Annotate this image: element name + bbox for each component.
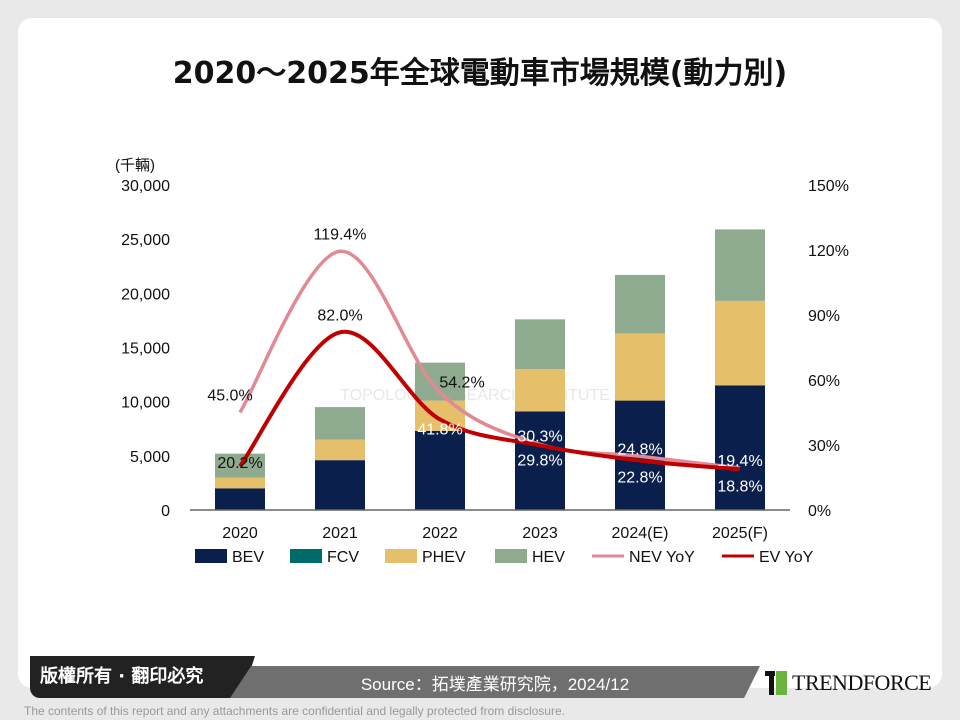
ev-yoy-label: 29.8% [517, 452, 562, 469]
line-nev-yoy [238, 249, 741, 470]
nev-yoy-label: 54.2% [439, 375, 484, 392]
bar-hev [515, 319, 565, 370]
bar-bev [215, 488, 265, 510]
y2-tick-label: 0% [808, 503, 831, 520]
bar-bev [415, 430, 465, 510]
ev-yoy-label: 82.0% [317, 307, 362, 324]
legend-label: HEV [532, 549, 565, 566]
ev-yoy-label: 18.8% [717, 478, 762, 495]
bar-hev [615, 274, 665, 334]
nev-yoy-label: 24.8% [617, 441, 662, 458]
legend-label: EV YoY [759, 549, 814, 566]
chart-title: 2020～2025年全球電動車市場規模(動力別) [172, 56, 788, 91]
legend-label: PHEV [422, 549, 466, 566]
slide-card [18, 18, 942, 688]
disclaimer: The contents of this report and any atta… [24, 704, 565, 718]
y-tick-label: 25,000 [121, 232, 170, 249]
bar-hev [315, 407, 365, 440]
copyright-banner: 版權所有 · 翻印必究 [30, 656, 255, 698]
y2-tick-label: 60% [808, 373, 840, 390]
bar-phev [215, 477, 265, 489]
y-tick-label: 0 [161, 503, 170, 520]
y-tick-label: 10,000 [121, 395, 170, 412]
x-tick-label: 2022 [422, 525, 458, 542]
trendforce-logo: TRENDFORCE [765, 668, 932, 698]
bar-bev [315, 460, 365, 510]
y-tick-label: 5,000 [130, 449, 170, 466]
legend-swatch-fcv [290, 549, 322, 563]
bar-phev [715, 300, 765, 386]
nev-yoy-label: 19.4% [717, 453, 762, 470]
bar-phev [515, 369, 565, 412]
bar-phev [615, 333, 665, 401]
bar-hev [715, 229, 765, 301]
x-tick-label: 2025(F) [712, 525, 768, 542]
source-note: Source：拓墣產業研究院，2024/12 [230, 666, 760, 698]
nev-yoy-label: 45.0% [207, 388, 252, 405]
bar-phev [315, 439, 365, 461]
y2-tick-label: 150% [808, 178, 849, 195]
y-tick-label: 20,000 [121, 286, 170, 303]
legend-swatch-hev [495, 549, 527, 563]
legend-label: BEV [232, 549, 264, 566]
trendforce-logo-text: TRENDFORCE [792, 670, 932, 695]
bar-bev [515, 411, 565, 510]
legend-label: NEV YoY [629, 549, 695, 566]
legend-swatch-bev [195, 549, 227, 563]
x-tick-label: 2020 [222, 525, 258, 542]
nev-yoy-label: 30.3% [517, 428, 562, 445]
nev-yoy-label: 119.4% [313, 226, 366, 243]
y-tick-label: 15,000 [121, 341, 170, 358]
line-ev-yoy [238, 329, 741, 472]
x-tick-label: 2024(E) [612, 525, 669, 542]
ev-yoy-label: 20.2% [217, 455, 262, 472]
y2-tick-label: 90% [808, 308, 840, 325]
x-tick-label: 2021 [322, 525, 358, 542]
y2-tick-label: 30% [808, 438, 840, 455]
x-tick-label: 2023 [522, 525, 558, 542]
ev-yoy-label: 22.8% [617, 470, 662, 487]
trendforce-logo-icon [765, 671, 787, 695]
y2-tick-label: 120% [808, 243, 849, 260]
legend-swatch-phev [385, 549, 417, 563]
ev-yoy-label: 41.8% [417, 421, 462, 438]
y-tick-label: 30,000 [121, 178, 170, 195]
legend-label: FCV [327, 549, 359, 566]
bar-bev [715, 385, 765, 510]
y-axis-label: (千輛) [115, 157, 155, 174]
